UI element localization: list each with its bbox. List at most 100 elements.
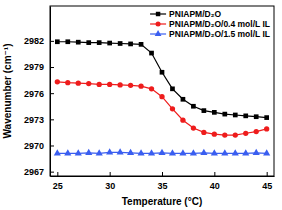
data-point <box>160 70 165 75</box>
data-point <box>138 149 145 155</box>
data-point <box>243 131 248 136</box>
y-tick: 2982 <box>24 36 54 46</box>
legend-item: PNIAPM/D₂O/1.5 mol/L IL <box>150 29 270 39</box>
legend-item: PNIAPM/D₂O/0.4 mol/L IL <box>150 19 270 29</box>
x-tick-label: 30 <box>105 181 115 191</box>
y-tick-mark <box>50 145 54 146</box>
legend-label: PNIAPM/D₂O <box>169 9 221 19</box>
data-point <box>212 132 217 137</box>
data-point <box>170 106 175 111</box>
y-tick-mark <box>50 41 54 42</box>
x-axis: 25 30 35 40 45 <box>51 172 275 191</box>
y-tick-label: 2970 <box>24 141 44 151</box>
data-point <box>232 149 239 155</box>
legend-marker <box>156 21 161 26</box>
data-point <box>158 149 165 155</box>
data-point <box>107 41 112 46</box>
y-axis: 2967 2970 2973 2976 2979 2982 <box>24 7 54 178</box>
plot-area <box>54 39 270 155</box>
data-point <box>127 149 134 155</box>
data-point <box>117 148 124 154</box>
data-point <box>202 108 207 113</box>
data-point <box>170 86 175 91</box>
x-axis-line <box>51 176 275 177</box>
x-tick: 35 <box>157 172 167 191</box>
legend-marker <box>155 30 162 36</box>
y-tick-label: 2973 <box>24 115 44 125</box>
x-tick-label: 45 <box>262 181 272 191</box>
y-tick-label: 2982 <box>24 36 44 46</box>
x-tick: 25 <box>53 172 63 191</box>
data-point <box>212 110 217 115</box>
data-point <box>263 149 270 155</box>
data-point <box>264 126 269 131</box>
data-point <box>138 84 143 89</box>
y-tick-mark <box>50 93 54 94</box>
x-tick-mark <box>110 172 111 176</box>
x-tick-mark <box>57 172 58 176</box>
data-point <box>106 148 113 154</box>
data-point <box>191 125 196 130</box>
data-point <box>233 132 238 137</box>
data-point <box>55 79 60 84</box>
data-point <box>191 104 196 109</box>
data-point <box>86 40 91 45</box>
y-tick-mark <box>50 119 54 120</box>
data-point <box>181 97 186 102</box>
data-point <box>149 86 154 91</box>
x-tick: 40 <box>210 172 220 191</box>
y-tick: 2979 <box>24 62 54 72</box>
data-point <box>85 149 92 155</box>
legend: PNIAPM/D₂OPNIAPM/D₂O/0.4 mol/L ILPNIAPM/… <box>150 9 270 39</box>
legend-marker <box>156 12 160 16</box>
chart-container: 25 30 35 40 45 2967 2970 2973 2976 2979 2982 PNIAPM… <box>0 0 282 210</box>
data-point <box>117 82 122 87</box>
data-point <box>55 39 60 44</box>
data-point <box>264 115 269 120</box>
data-point <box>148 149 155 155</box>
data-point <box>64 149 71 155</box>
data-point <box>76 81 81 86</box>
x-axis-title: Temperature (°C) <box>122 196 203 207</box>
data-point <box>75 149 82 155</box>
legend-label: PNIAPM/D₂O/1.5 mol/L IL <box>169 29 270 39</box>
data-point <box>221 149 228 155</box>
data-point <box>159 94 164 99</box>
data-point <box>139 42 144 47</box>
data-point <box>211 149 218 155</box>
y-tick-label: 2979 <box>24 62 44 72</box>
chart-svg: 25 30 35 40 45 2967 2970 2973 2976 2979 2982 PNIAPM… <box>0 0 282 210</box>
data-point <box>128 42 133 47</box>
data-point <box>180 118 185 123</box>
data-point <box>243 114 248 119</box>
y-tick: 2967 <box>24 167 54 177</box>
data-point <box>190 149 197 155</box>
y-tick-mark <box>50 172 54 173</box>
y-tick: 2976 <box>24 89 54 99</box>
y-axis-title: Wavenumber (cm⁻¹) <box>2 44 13 139</box>
data-point <box>233 113 238 118</box>
data-point <box>97 40 102 45</box>
legend-label: PNIAPM/D₂O/0.4 mol/L IL <box>169 19 270 29</box>
x-tick: 45 <box>262 172 272 191</box>
y-tick-label: 2976 <box>24 89 44 99</box>
data-point <box>169 149 176 155</box>
y-tick: 2973 <box>24 115 54 125</box>
x-tick-label: 35 <box>157 181 167 191</box>
x-tick-mark <box>214 172 215 176</box>
data-point <box>86 81 91 86</box>
data-point <box>76 40 81 45</box>
y-tick-label: 2967 <box>24 167 44 177</box>
data-point <box>222 132 227 137</box>
y-tick: 2970 <box>24 141 54 151</box>
data-point <box>254 129 259 134</box>
data-point <box>96 149 103 155</box>
data-point <box>179 149 186 155</box>
x-tick: 30 <box>105 172 115 191</box>
y-tick-mark <box>50 67 54 68</box>
x-tick-label: 40 <box>210 181 220 191</box>
data-point <box>222 112 227 117</box>
series-line <box>57 82 266 135</box>
x-tick-mark <box>162 172 163 176</box>
plot: 25 30 35 40 45 2967 2970 2973 2976 2979 2982 PNIAPM… <box>24 6 275 191</box>
